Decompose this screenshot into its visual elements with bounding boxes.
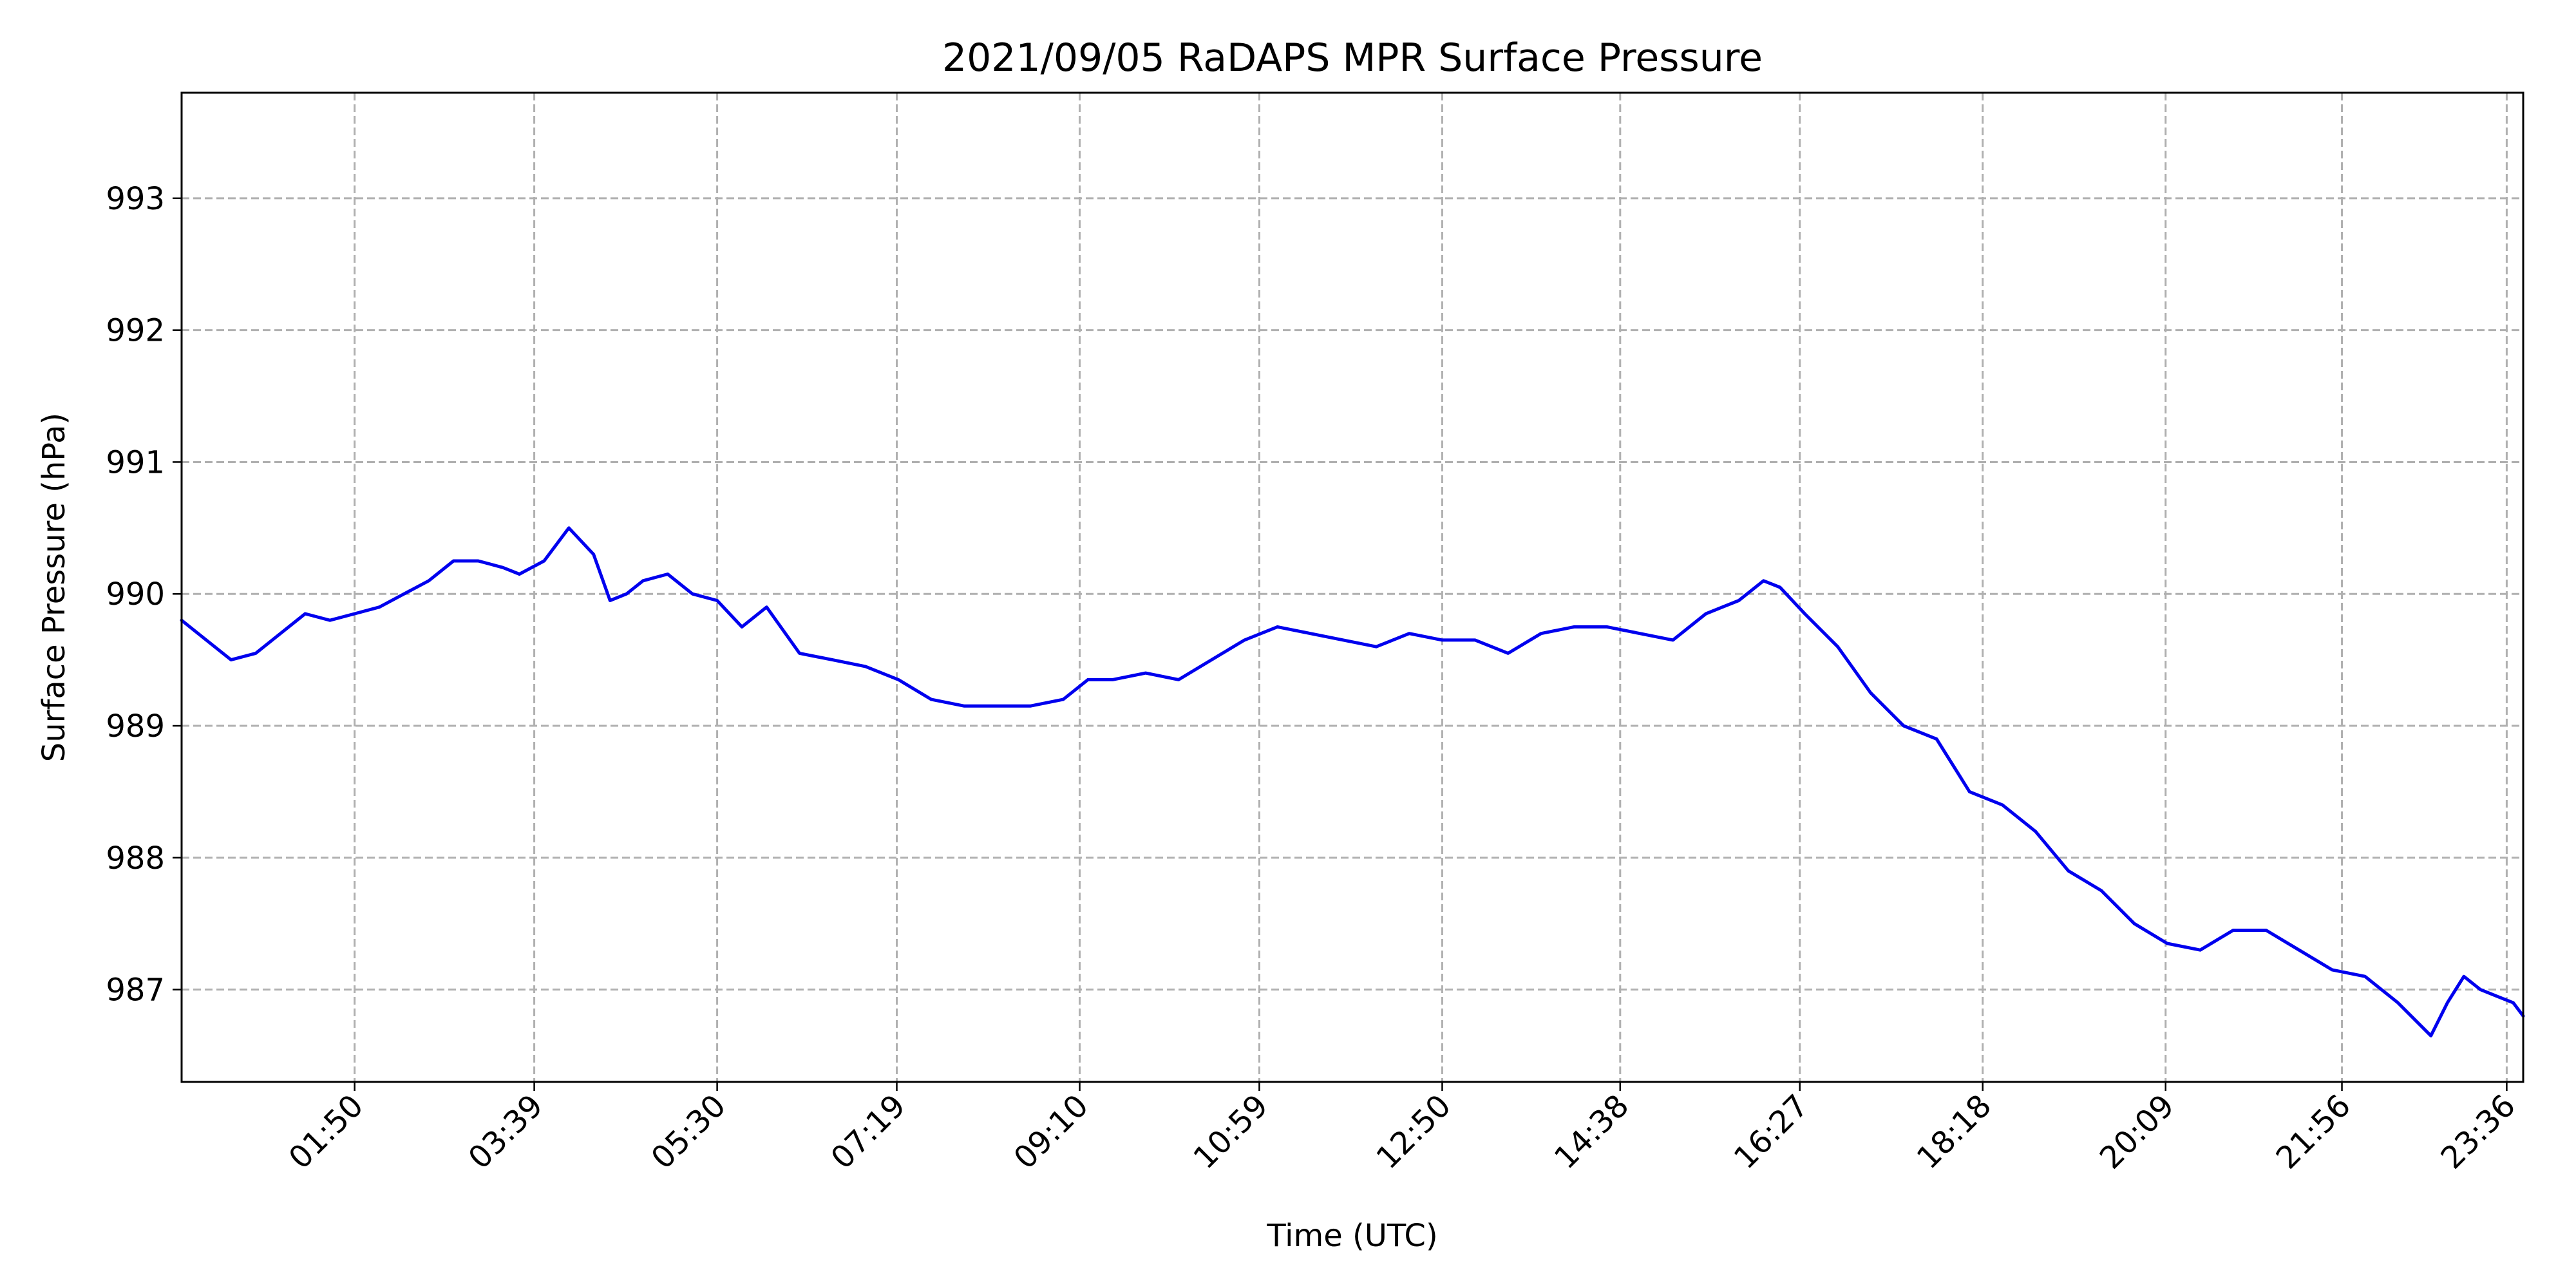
- x-tick-label: 10:59: [1187, 1088, 1275, 1176]
- x-axis-label: Time (UTC): [1266, 1218, 1437, 1254]
- axis-ticks: 01:50 03:39 05:30 07:19 09:10 10:59 12:50 14:38…: [106, 181, 2523, 1176]
- x-tick-label: 01:50: [282, 1088, 370, 1176]
- surface-pressure-series-line: [180, 526, 2525, 1037]
- y-tick-label: 988: [106, 840, 165, 876]
- y-tick-label: 989: [106, 708, 165, 744]
- y-tick-label: 992: [106, 313, 165, 349]
- x-tick-label: 05:30: [645, 1088, 733, 1176]
- y-axis-label: Surface Pressure (hPa): [36, 413, 72, 762]
- y-tick-label: 991: [106, 444, 165, 480]
- x-tick-label: 21:56: [2269, 1088, 2358, 1176]
- plot-frame: [180, 91, 2524, 1083]
- x-tick-label: 20:09: [2093, 1088, 2181, 1176]
- x-tick-label: 03:39: [462, 1088, 550, 1176]
- x-tick-label: 07:19: [824, 1088, 913, 1176]
- y-tick-label: 990: [106, 576, 165, 612]
- chart-title: 2021/09/05 RaDAPS MPR Surface Pressure: [942, 35, 1763, 80]
- grid-lines: [182, 93, 2523, 1082]
- x-tick-label: 12:50: [1370, 1088, 1458, 1176]
- y-tick-label: 993: [106, 181, 165, 217]
- x-tick-label: 23:36: [2434, 1088, 2522, 1176]
- x-tick-label: 09:10: [1007, 1088, 1095, 1176]
- y-tick-label: 987: [106, 972, 165, 1009]
- x-tick-label: 14:38: [1548, 1088, 1636, 1176]
- x-tick-label: 16:27: [1727, 1088, 1815, 1176]
- x-tick-label: 18:18: [1910, 1088, 1998, 1176]
